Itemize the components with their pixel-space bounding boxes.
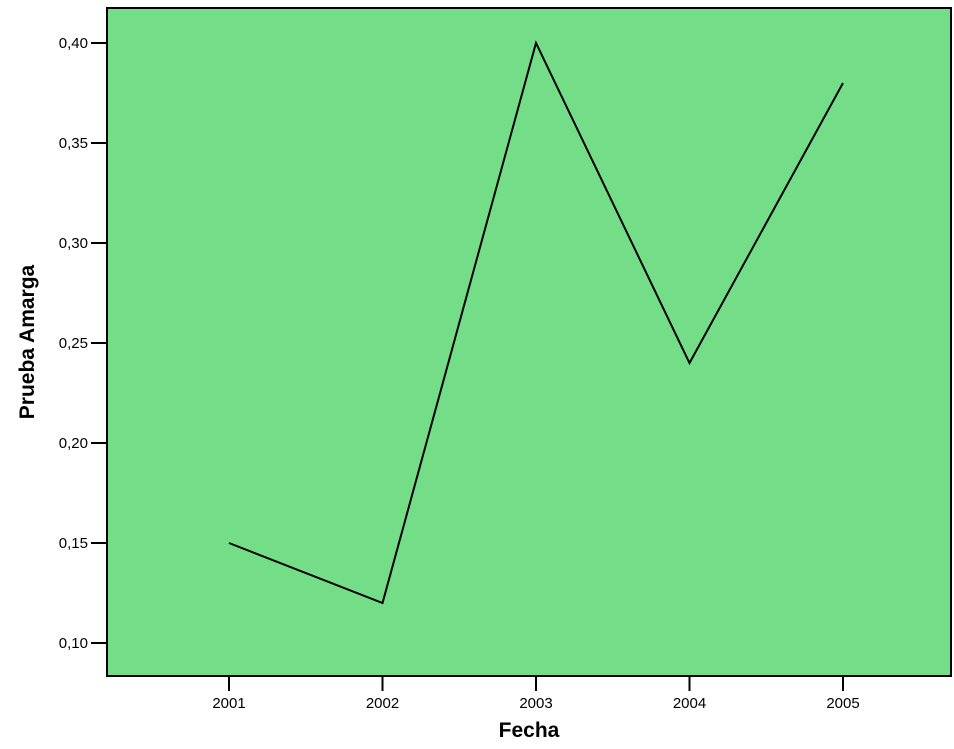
x-axis-title: Fecha [499,719,560,742]
y-axis-title: Prueba Amarga [16,264,39,419]
series-layer [228,40,844,605]
y-tick-label: 0,40 [59,35,88,52]
y-axis-ticks: 0,10 0,15 0,20 0,25 0,30 0,35 0,40 [59,35,107,652]
x-tick-label: 2004 [673,695,706,712]
y-tick-label: 0,30 [59,235,88,252]
x-tick-label: 2003 [519,695,552,712]
x-axis-ticks: 2001 2002 2003 2004 2005 [212,676,860,712]
x-tick-label: 2001 [212,695,245,712]
y-tick-label: 0,15 [59,535,88,552]
x-tick-label: 2005 [826,695,859,712]
plot-area [106,7,952,677]
y-tick-label: 0,20 [59,435,88,452]
series-line [228,40,844,605]
y-tick-label: 0,10 [59,635,88,652]
y-tick-label: 0,25 [59,335,88,352]
y-tick-label: 0,35 [59,135,88,152]
x-tick-label: 2002 [366,695,399,712]
